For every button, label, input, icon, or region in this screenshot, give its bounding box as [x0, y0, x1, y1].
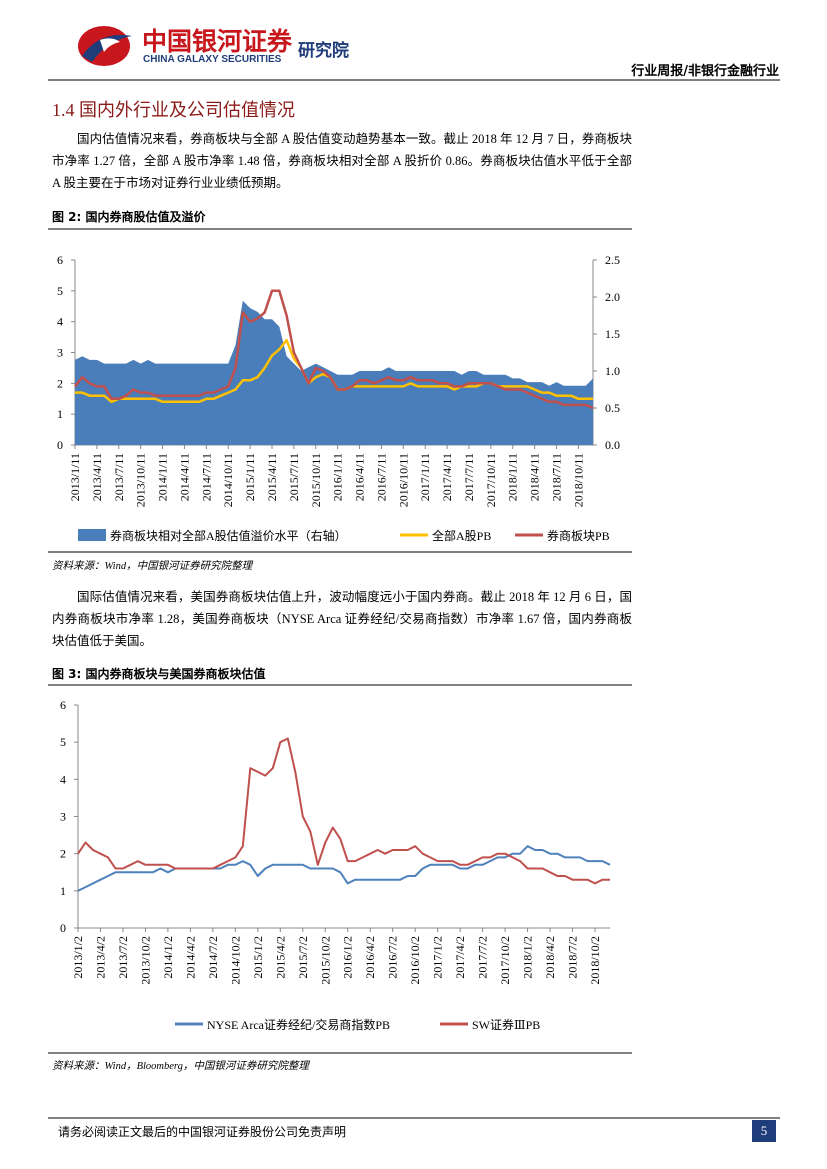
- x-tick-label: 2016/1/11: [331, 453, 345, 501]
- company-en: CHINA GALAXY SECURITIES: [143, 54, 282, 65]
- x-tick-label: 2018/7/2: [566, 936, 580, 979]
- legend-label: NYSE Arca证券经纪/交易商指数PB: [207, 1017, 390, 1032]
- x-tick-label: 2014/1/11: [156, 453, 170, 501]
- x-tick-label: 2015/7/11: [287, 453, 301, 501]
- y2-tick-label: 1.5: [605, 327, 620, 341]
- y2-tick-label: 1.0: [605, 364, 620, 378]
- y-tick-label: 3: [60, 810, 66, 824]
- report-type: 行业周报/非银行金融行业: [631, 64, 779, 79]
- x-tick-label: 2014/7/2: [206, 936, 220, 979]
- x-tick-label: 2014/10/2: [228, 936, 242, 985]
- x-tick-label: 2018/7/11: [550, 453, 564, 501]
- x-tick-label: 2013/1/11: [68, 453, 82, 501]
- x-tick-label: 2013/7/11: [112, 453, 126, 501]
- x-tick-label: 2015/4/11: [265, 453, 279, 501]
- x-tick-label: 2014/4/11: [177, 453, 191, 501]
- institute: 研究院: [298, 41, 349, 61]
- x-tick-label: 2015/10/2: [318, 936, 332, 985]
- x-tick-label: 2017/10/11: [484, 453, 498, 507]
- paragraph: 国际估值情况来看，美国券商板块估值上升，波动幅度远小于国内券商。截止 2018 …: [52, 590, 632, 648]
- y-tick-label: 6: [60, 698, 66, 712]
- chart: 0 1 2 3 4 5 6 2013/1/2 2013/4/2 2013/7/2 2013/10/2…: [60, 698, 611, 1032]
- legend-label: 券商板块PB: [547, 528, 610, 543]
- x-tick-label: 2015/7/2: [296, 936, 310, 979]
- x-tick-label: 2017/4/11: [440, 453, 454, 501]
- x-tick-label: 2015/1/11: [243, 453, 257, 501]
- x-tick-label: 2017/1/11: [418, 453, 432, 501]
- x-tick-label: 2015/4/2: [273, 936, 287, 979]
- chart: 0 1 2 3 4 5 6 0.0 0.5 1.0 1.5 2.0 2.5 2013/1/11 2013/4…: [57, 253, 620, 543]
- x-tick-label: 2013/1/2: [71, 936, 85, 979]
- x-tick-label: 2013/10/2: [138, 936, 152, 985]
- y-tick-label: 3: [57, 346, 63, 360]
- figure-source: 资料来源：Wind，Bloomberg，中国银河证券研究院整理: [52, 1061, 309, 1072]
- x-tick-label: 2016/10/11: [396, 453, 410, 507]
- figure-source: 资料来源：Wind，中国银河证券研究院整理: [52, 561, 253, 572]
- x-tick-label: 2018/10/11: [571, 453, 585, 507]
- line: [77, 845, 611, 892]
- line: [77, 737, 610, 885]
- x-tick-label: 2017/4/2: [453, 936, 467, 979]
- x-tick-label: 2017/1/2: [431, 936, 445, 979]
- disclaimer: 请务必阅读正文最后的中国银河证券股份公司免责声明: [58, 1125, 347, 1139]
- x-tick-label: 2014/10/11: [221, 453, 235, 507]
- y2-tick-label: 0.0: [605, 438, 620, 452]
- page-number-box: [752, 1120, 776, 1142]
- x-tick-label: 2014/7/11: [199, 453, 213, 501]
- x-tick-label: 2013/10/11: [134, 453, 148, 507]
- figure-caption: 图 2: 国内券商股估值及溢价: [52, 210, 206, 224]
- y-tick-label: 5: [60, 735, 66, 749]
- logo: [78, 26, 132, 66]
- y-tick-label: 6: [57, 253, 63, 267]
- x-tick-label: 2018/10/2: [588, 936, 602, 985]
- page-number: 5: [760, 1123, 768, 1138]
- x-tick-label: 2018/1/11: [506, 453, 520, 501]
- x-tick-label: 2013/4/11: [90, 453, 104, 501]
- logo-highlight: [100, 38, 120, 52]
- y2-tick-label: 2.5: [605, 253, 620, 267]
- y-tick-label: 2: [60, 847, 66, 861]
- y-tick-label: 0: [57, 438, 63, 452]
- y-tick-label: 0: [60, 921, 66, 935]
- x-tick-label: 2015/10/11: [309, 453, 323, 507]
- y-tick-label: 1: [57, 407, 63, 421]
- x-tick-label: 2015/1/2: [251, 936, 265, 979]
- x-tick-label: 2014/1/2: [161, 936, 175, 979]
- section-heading: 1.4 国内外行业及公司估值情况: [52, 100, 295, 120]
- x-tick-label: 2017/10/2: [498, 936, 512, 985]
- legend-label: SW证券ⅢPB: [472, 1017, 540, 1032]
- x-tick-label: 2017/7/2: [476, 936, 490, 979]
- x-tick-label: 2018/4/11: [528, 453, 542, 501]
- y-tick-label: 4: [60, 772, 66, 786]
- logo-swoosh: [82, 34, 132, 62]
- line: [74, 289, 594, 410]
- y-tick-label: 2: [57, 376, 63, 390]
- legend-label: 全部A股PB: [432, 528, 491, 543]
- y-tick-label: 1: [60, 884, 66, 898]
- x-tick-label: 2016/4/11: [353, 453, 367, 501]
- legend-swatch: [78, 529, 106, 541]
- y-tick-label: 5: [57, 284, 63, 298]
- x-tick-label: 2013/7/2: [116, 936, 130, 979]
- y-tick-label: 4: [57, 315, 63, 329]
- x-tick-label: 2016/4/2: [363, 936, 377, 979]
- x-tick-label: 2013/4/2: [93, 936, 107, 979]
- x-tick-label: 2016/1/2: [341, 936, 355, 979]
- legend-label: 券商板块相对全部A股估值溢价水平（右轴）: [110, 528, 347, 543]
- x-tick-label: 2014/4/2: [183, 936, 197, 979]
- x-tick-label: 2016/7/11: [374, 453, 388, 501]
- figure-caption: 图 3: 国内券商板块与美国券商板块估值: [52, 667, 266, 681]
- x-tick-label: 2018/4/2: [543, 936, 557, 979]
- x-tick-label: 2016/7/2: [386, 936, 400, 979]
- paragraph: 国内估值情况来看，券商板块与全部 A 股估值变动趋势基本一致。截止 2018 年…: [52, 132, 632, 190]
- y2-tick-label: 0.5: [605, 401, 620, 415]
- x-tick-label: 2016/10/2: [408, 936, 422, 985]
- x-tick-label: 2018/1/2: [521, 936, 535, 979]
- x-tick-label: 2017/7/11: [462, 453, 476, 501]
- company-cn: 中国银河证券: [142, 27, 293, 56]
- area: [75, 300, 593, 445]
- y2-tick-label: 2.0: [605, 290, 620, 304]
